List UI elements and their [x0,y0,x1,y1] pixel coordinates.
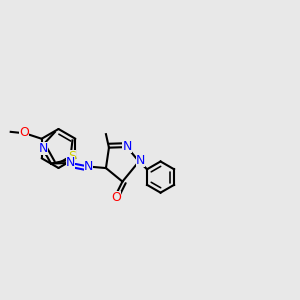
Text: N: N [66,156,75,169]
Text: N: N [122,140,132,153]
Text: N: N [136,154,145,167]
Text: N: N [38,142,48,154]
Text: S: S [68,150,76,163]
Text: O: O [19,126,29,139]
Text: O: O [112,191,122,204]
Text: N: N [84,160,93,173]
